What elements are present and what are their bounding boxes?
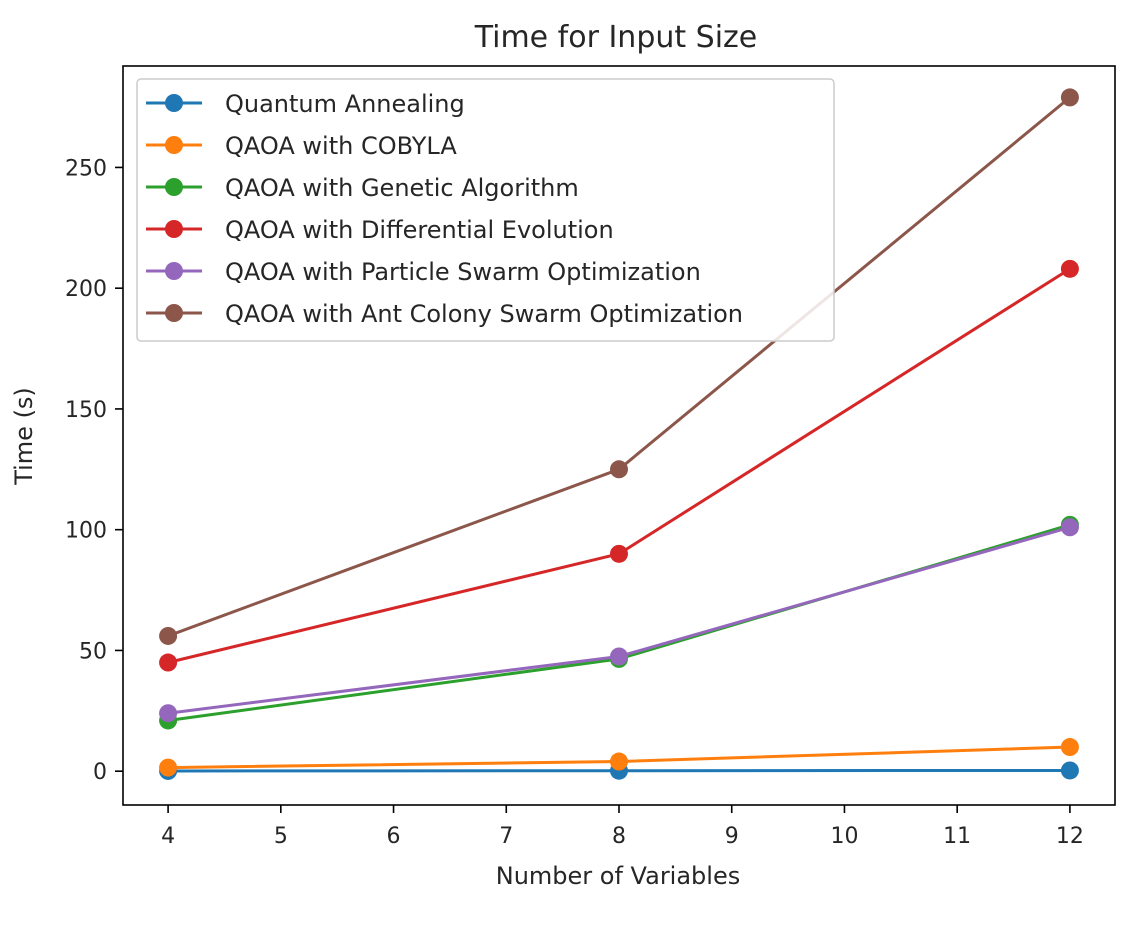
x-tick-label: 10 bbox=[830, 824, 858, 849]
legend-item: QAOA with Particle Swarm Optimization bbox=[146, 258, 701, 286]
legend-marker bbox=[165, 178, 183, 196]
data-point bbox=[159, 758, 178, 777]
y-axis-label: Time (s) bbox=[10, 387, 38, 486]
x-tick-label: 12 bbox=[1056, 824, 1084, 849]
legend-label: Quantum Annealing bbox=[225, 90, 465, 118]
legend-item: QAOA with COBYLA bbox=[146, 132, 457, 160]
y-axis: 0 50 100 150 200 250 bbox=[65, 156, 123, 785]
data-point bbox=[159, 653, 178, 672]
x-tick-label: 8 bbox=[612, 824, 626, 849]
legend-label: QAOA with Ant Colony Swarm Optimization bbox=[225, 300, 743, 328]
legend-marker bbox=[165, 262, 183, 280]
x-tick-label: 6 bbox=[387, 824, 401, 849]
legend-marker bbox=[165, 94, 183, 112]
data-point bbox=[1060, 259, 1079, 278]
legend-marker bbox=[165, 304, 183, 322]
legend-item: Quantum Annealing bbox=[146, 90, 465, 118]
legend-item: QAOA with Genetic Algorithm bbox=[146, 174, 579, 202]
x-tick-label: 4 bbox=[161, 824, 175, 849]
y-tick-label: 50 bbox=[79, 639, 107, 664]
data-point bbox=[610, 647, 628, 666]
y-tick-label: 0 bbox=[93, 760, 107, 785]
y-tick-label: 250 bbox=[65, 156, 107, 181]
series-3 bbox=[159, 259, 1079, 672]
y-tick-label: 100 bbox=[65, 519, 107, 544]
data-point bbox=[159, 704, 178, 723]
data-point bbox=[1060, 518, 1079, 537]
data-point bbox=[1060, 738, 1079, 757]
data-point bbox=[159, 626, 178, 645]
y-tick-label: 200 bbox=[65, 277, 107, 302]
legend-label: QAOA with Genetic Algorithm bbox=[225, 174, 579, 202]
legend-label: QAOA with COBYLA bbox=[225, 132, 457, 160]
legend: Quantum Annealing QAOA with COBYLA QAOA wi… bbox=[136, 78, 835, 342]
data-point bbox=[1060, 761, 1079, 780]
legend-label: QAOA with Particle Swarm Optimization bbox=[225, 258, 701, 286]
legend-item: QAOA with Ant Colony Swarm Optimization bbox=[146, 300, 743, 328]
data-point bbox=[610, 544, 628, 563]
legend-item: QAOA with Differential Evolution bbox=[146, 216, 614, 244]
data-point bbox=[1060, 88, 1079, 107]
x-tick-label: 5 bbox=[274, 824, 288, 849]
legend-label: QAOA with Differential Evolution bbox=[225, 216, 614, 244]
x-tick-label: 9 bbox=[725, 824, 739, 849]
legend-marker bbox=[165, 220, 183, 238]
series-1 bbox=[159, 738, 1079, 777]
series-5 bbox=[159, 88, 1079, 645]
y-tick-label: 150 bbox=[65, 398, 107, 423]
data-point bbox=[610, 752, 628, 771]
series-4 bbox=[159, 518, 1079, 723]
x-axis-label: Number of Variables bbox=[496, 862, 740, 890]
data-point bbox=[610, 460, 628, 479]
x-tick-label: 7 bbox=[499, 824, 513, 849]
x-axis: 4 5 6 7 8 9 10 11 12 bbox=[161, 805, 1084, 849]
chart-title: Time for Input Size bbox=[474, 20, 758, 55]
x-tick-label: 11 bbox=[943, 824, 971, 849]
plot-area bbox=[159, 88, 1079, 780]
legend-marker bbox=[165, 136, 183, 154]
legend-box bbox=[136, 78, 835, 342]
